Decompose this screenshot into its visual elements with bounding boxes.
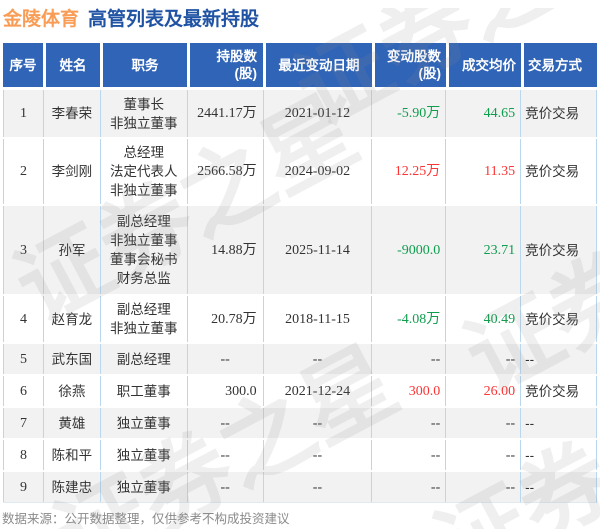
cell-change-date: 2021-12-24 xyxy=(262,376,372,406)
page: 金陵体育 高管列表及最新持股 序号 姓名 职务 持股数 (股) 最近变动日期 变动… xyxy=(0,8,600,529)
header-position: 职务 xyxy=(100,43,187,87)
cell-change-date: 2018-11-15 xyxy=(262,296,372,342)
cell-change-shares: -- xyxy=(371,344,445,374)
table-row: 4 赵育龙 副总经理 非独立董事 20.78万 2018-11-15 -4.08… xyxy=(3,296,597,342)
cell-avg-price: 23.71 xyxy=(445,206,520,294)
cell-shares: -- xyxy=(186,440,263,470)
cell-name: 徐燕 xyxy=(42,376,100,406)
cell-shares: -- xyxy=(186,472,263,502)
page-title: 金陵体育 高管列表及最新持股 xyxy=(3,8,600,32)
cell-name: 武东国 xyxy=(42,344,100,374)
cell-shares: 2566.58万 xyxy=(186,139,263,204)
cell-name: 陈和平 xyxy=(42,440,100,470)
holdings-table: 序号 姓名 职务 持股数 (股) 最近变动日期 变动股数 (股) 成交均价 交易… xyxy=(3,43,597,503)
cell-seq: 2 xyxy=(3,139,43,204)
table-row: 8 陈和平 独立董事 -- -- -- -- -- xyxy=(3,440,597,470)
cell-change-shares: 12.25万 xyxy=(371,139,445,204)
header-name: 姓名 xyxy=(43,43,100,87)
table-row: 7 黄雄 独立董事 -- -- -- -- -- xyxy=(3,408,597,438)
cell-change-date: -- xyxy=(262,408,372,438)
table-row: 9 陈建忠 独立董事 -- -- -- -- -- xyxy=(3,472,597,503)
cell-avg-price: 11.35 xyxy=(445,139,520,204)
table-row: 5 武东国 副总经理 -- -- -- -- -- xyxy=(3,344,597,374)
cell-position: 独立董事 xyxy=(99,408,187,438)
page-subtitle: 高管列表及最新持股 xyxy=(88,9,260,30)
cell-seq: 3 xyxy=(3,206,43,294)
table-row: 2 李剑刚 总经理 法定代表人 非独立董事 2566.58万 2024-09-0… xyxy=(3,139,597,204)
cell-shares: 20.78万 xyxy=(186,296,263,342)
cell-position: 副总经理 非独立董事 xyxy=(99,296,187,342)
cell-trade-method: 竞价交易 xyxy=(520,206,596,294)
cell-change-shares: -5.90万 xyxy=(371,90,445,137)
cell-change-shares: 300.0 xyxy=(371,376,445,406)
cell-change-shares: -4.08万 xyxy=(371,296,445,342)
cell-shares: 300.0 xyxy=(186,376,263,406)
header-trade-method: 交易方式 xyxy=(521,43,597,87)
cell-shares: 14.88万 xyxy=(186,206,263,294)
table-row: 1 李春荣 董事长 非独立董事 2441.17万 2021-01-12 -5.9… xyxy=(3,90,597,137)
cell-name: 陈建忠 xyxy=(42,472,100,502)
cell-change-shares: -- xyxy=(371,440,445,470)
cell-change-date: 2024-09-02 xyxy=(262,139,372,204)
cell-seq: 6 xyxy=(3,376,43,406)
table-row: 6 徐燕 职工董事 300.0 2021-12-24 300.0 26.00 竞… xyxy=(3,376,597,406)
cell-seq: 7 xyxy=(3,408,43,438)
cell-trade-method: -- xyxy=(520,344,596,374)
cell-shares: 2441.17万 xyxy=(186,90,263,137)
cell-position: 总经理 法定代表人 非独立董事 xyxy=(99,139,187,204)
cell-change-date: -- xyxy=(262,440,372,470)
cell-trade-method: -- xyxy=(520,408,596,438)
cell-trade-method: 竞价交易 xyxy=(520,296,596,342)
cell-trade-method: -- xyxy=(520,472,596,502)
cell-change-date: -- xyxy=(262,344,372,374)
cell-seq: 1 xyxy=(3,90,43,137)
cell-name: 李剑刚 xyxy=(42,139,100,204)
cell-avg-price: -- xyxy=(445,408,520,438)
data-source-note: 数据来源：公开数据整理，仅供参考不构成投资建议 xyxy=(2,512,290,526)
cell-change-date: 2021-01-12 xyxy=(262,90,372,137)
header-change-shares: 变动股数 (股) xyxy=(372,43,446,87)
cell-shares: -- xyxy=(186,344,263,374)
cell-trade-method: 竞价交易 xyxy=(520,90,596,137)
header-seq: 序号 xyxy=(3,43,43,87)
cell-avg-price: -- xyxy=(445,440,520,470)
cell-change-date: -- xyxy=(262,472,372,502)
cell-name: 孙军 xyxy=(42,206,100,294)
cell-name: 赵育龙 xyxy=(42,296,100,342)
cell-position: 副总经理 非独立董事 董事会秘书 财务总监 xyxy=(99,206,187,294)
cell-position: 独立董事 xyxy=(99,472,187,502)
cell-avg-price: 40.49 xyxy=(445,296,520,342)
cell-seq: 5 xyxy=(3,344,43,374)
cell-trade-method: 竞价交易 xyxy=(520,376,596,406)
cell-avg-price: 26.00 xyxy=(445,376,520,406)
cell-shares: -- xyxy=(186,408,263,438)
cell-name: 黄雄 xyxy=(42,408,100,438)
cell-avg-price: -- xyxy=(445,472,520,502)
stock-name: 金陵体育 xyxy=(3,9,80,30)
header-change-date: 最近变动日期 xyxy=(263,43,372,87)
table-row: 3 孙军 副总经理 非独立董事 董事会秘书 财务总监 14.88万 2025-1… xyxy=(3,206,597,294)
cell-position: 副总经理 xyxy=(99,344,187,374)
cell-position: 董事长 非独立董事 xyxy=(99,90,187,137)
cell-avg-price: 44.65 xyxy=(445,90,520,137)
cell-trade-method: 竞价交易 xyxy=(520,139,596,204)
cell-change-shares: -9000.0 xyxy=(371,206,445,294)
header-shares: 持股数 (股) xyxy=(187,43,263,87)
cell-seq: 8 xyxy=(3,440,43,470)
table-header-row: 序号 姓名 职务 持股数 (股) 最近变动日期 变动股数 (股) 成交均价 交易… xyxy=(3,43,597,87)
cell-seq: 9 xyxy=(3,472,43,502)
header-avg-price: 成交均价 xyxy=(446,43,521,87)
cell-trade-method: -- xyxy=(520,440,596,470)
cell-name: 李春荣 xyxy=(42,90,100,137)
cell-seq: 4 xyxy=(3,296,43,342)
cell-change-date: 2025-11-14 xyxy=(262,206,372,294)
cell-position: 职工董事 xyxy=(99,376,187,406)
cell-change-shares: -- xyxy=(371,472,445,502)
cell-position: 独立董事 xyxy=(99,440,187,470)
cell-change-shares: -- xyxy=(371,408,445,438)
cell-avg-price: -- xyxy=(445,344,520,374)
